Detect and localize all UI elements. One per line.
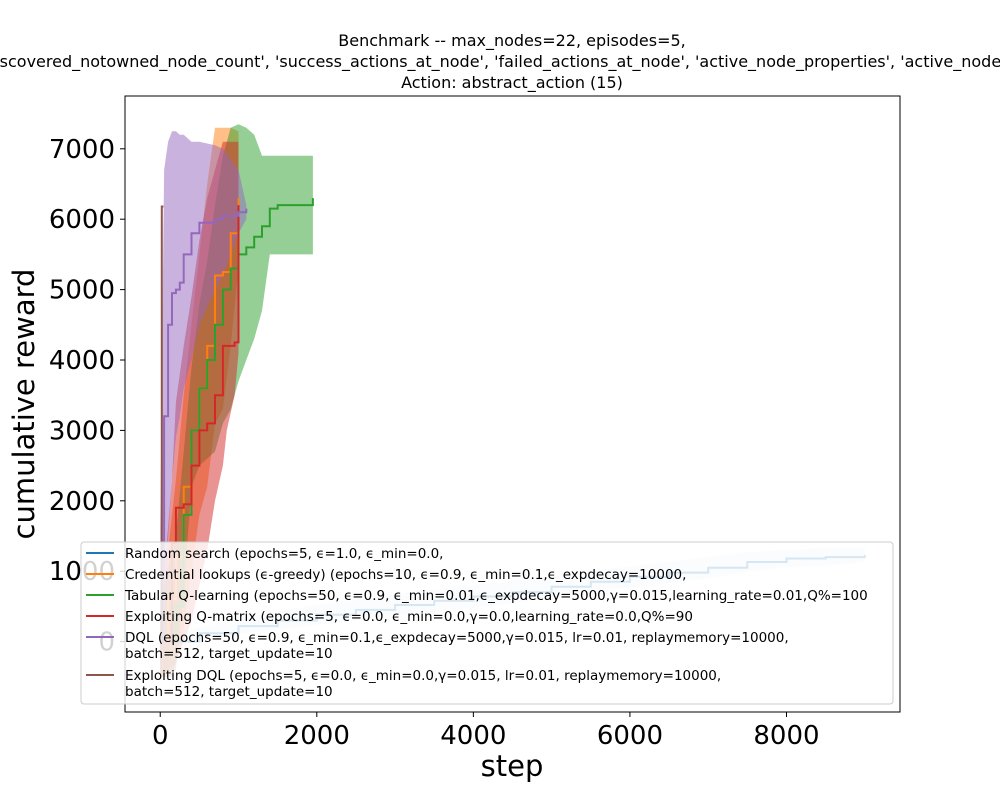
y-axis-label: cumulative reward [7,269,41,540]
legend-label-dql: DQL (epochs=50, ϵ=0.9, ϵ_min=0.1,ϵ_expde… [125,630,789,646]
y-tick-label: 4000 [49,346,115,376]
y-tick-label: 6000 [49,205,115,235]
series-3-line [160,205,240,643]
x-tick-label: 0 [152,721,169,751]
legend-label-exploiting: batch=512, target_update=10 [125,684,333,700]
plot-frame [124,95,901,713]
legend-label-credential: Credential lookups (ϵ-greedy) (epochs=10… [125,567,686,583]
title-line-3: Action: abstract_action (15) [401,73,623,93]
legend-label-exploiting: Exploiting Q-matrix (epochs=5, ϵ=0.0, ϵ_… [125,609,693,625]
x-tick-label: 8000 [753,721,819,751]
title-line-2: 'discovered_notowned_node_count', 'succe… [0,52,1000,72]
legend-label-random: Random search (epochs=5, ϵ=1.0, ϵ_min=0.… [125,546,443,562]
y-tick-label: 3000 [49,416,115,446]
y-tick-label: 5000 [49,276,115,306]
legend-frame [80,541,894,705]
x-tick-label: 4000 [440,721,506,751]
x-tick-label: 6000 [597,721,663,751]
title-line-1: Benchmark -- max_nodes=22, episodes=5, [338,31,686,51]
x-tick-label: 2000 [284,721,350,751]
y-tick-label: 7000 [49,135,115,165]
legend-label-exploiting: Exploiting DQL (epochs=5, ϵ=0.0, ϵ_min=0… [125,668,721,684]
x-axis: 0 2000 4000 6000 8000 [152,712,820,751]
y-tick-label: 2000 [49,487,115,517]
x-axis-label: step [481,749,544,783]
legend-label-dql: batch=512, target_update=10 [125,646,333,662]
series-4-line [160,208,248,643]
chart-title: Benchmark -- max_nodes=22, episodes=5, '… [0,31,1000,93]
series-4-band [160,131,247,670]
legend: Random search (epochs=5, ϵ=1.0, ϵ_min=0.… [80,541,894,705]
legend-label-tabular: Tabular Q-learning (epochs=50, ϵ=0.9, ϵ_… [124,588,868,604]
